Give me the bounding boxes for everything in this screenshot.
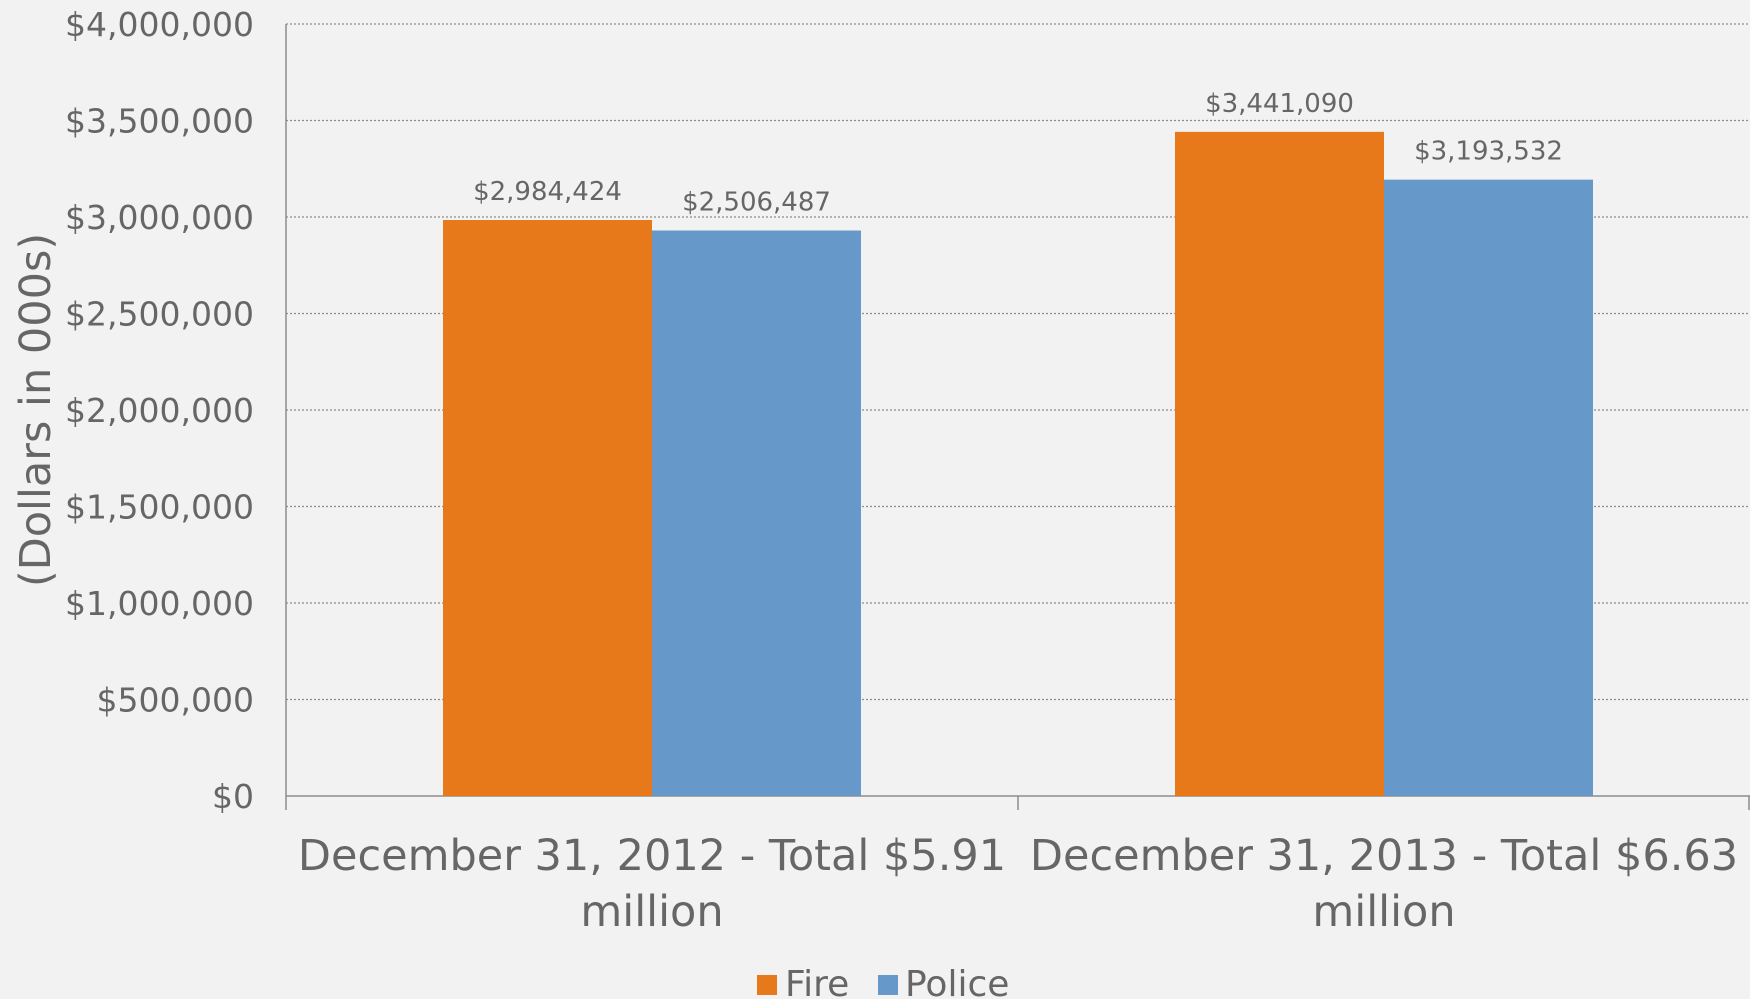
bar-police-0	[652, 230, 861, 796]
x-category-label: December 31, 2013 - Total $6.63	[1030, 831, 1738, 881]
x-category-label: December 31, 2012 - Total $5.91	[298, 831, 1006, 881]
y-tick-label: $1,000,000	[65, 584, 254, 623]
y-tick-label: $3,500,000	[65, 102, 254, 141]
legend-label-fire: Fire	[785, 964, 849, 999]
legend-label-police: Police	[905, 964, 1009, 999]
legend-swatch-fire	[757, 975, 777, 995]
y-tick-label: $4,000,000	[65, 5, 254, 44]
x-category-label: million	[580, 887, 723, 937]
bar-police-1	[1384, 179, 1593, 797]
y-tick-label: $2,500,000	[65, 295, 254, 334]
y-tick-label: $2,000,000	[65, 391, 254, 430]
x-category-label: million	[1312, 887, 1455, 937]
y-tick-label: $1,500,000	[65, 488, 254, 527]
y-tick-label: $0	[212, 777, 254, 816]
data-label: $3,441,090	[1205, 89, 1354, 119]
y-tick-label: $3,000,000	[65, 198, 254, 237]
bar-fire-1	[1175, 131, 1384, 796]
data-label: $3,193,532	[1414, 137, 1563, 167]
data-label: $2,506,487	[682, 188, 831, 218]
y-axis-title: (Dollars in 000s)	[11, 233, 61, 587]
bar-fire-0	[443, 220, 652, 796]
y-tick-label: $500,000	[97, 681, 254, 720]
data-label: $2,984,424	[473, 177, 622, 207]
legend-swatch-police	[878, 975, 898, 995]
